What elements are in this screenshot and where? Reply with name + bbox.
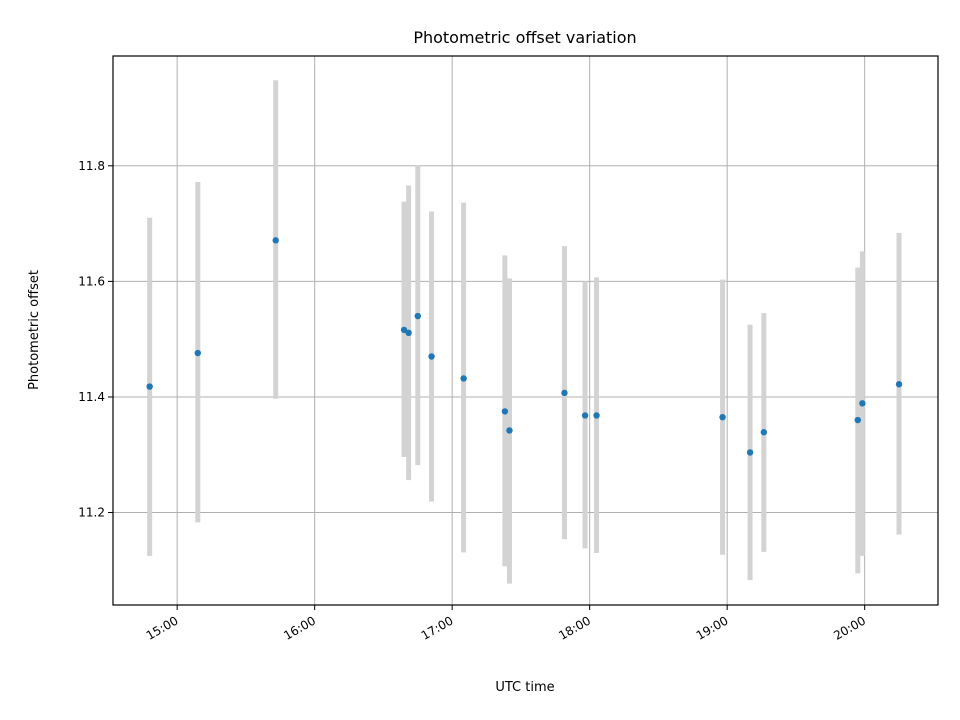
data-point <box>414 312 421 320</box>
data-point <box>400 326 408 334</box>
data-point <box>501 408 509 415</box>
data-point <box>428 353 435 360</box>
y-tick-label: 11.4 <box>78 390 105 404</box>
chart-title: Photometric offset variation <box>413 28 636 47</box>
data-point <box>405 329 412 337</box>
data-point <box>746 449 754 456</box>
data-point <box>460 375 467 382</box>
data-point <box>859 400 866 407</box>
data-points <box>146 237 903 456</box>
data-point <box>760 429 768 436</box>
y-tick-label: 11.6 <box>78 274 105 288</box>
y-tick-label: 11.2 <box>78 506 105 520</box>
plot-frame <box>112 55 939 606</box>
data-point <box>719 413 726 421</box>
y-axis-label: Photometric offset <box>27 270 42 390</box>
y-tick-label: 11.8 <box>78 159 105 173</box>
data-point <box>581 412 589 419</box>
data-point <box>561 389 568 397</box>
data-point <box>146 383 153 390</box>
data-point <box>854 416 861 424</box>
data-point <box>593 412 600 419</box>
data-point <box>895 381 903 388</box>
data-point <box>506 427 513 434</box>
data-point <box>272 237 279 244</box>
x-axis-label: UTC time <box>495 680 554 695</box>
data-point <box>194 349 201 357</box>
